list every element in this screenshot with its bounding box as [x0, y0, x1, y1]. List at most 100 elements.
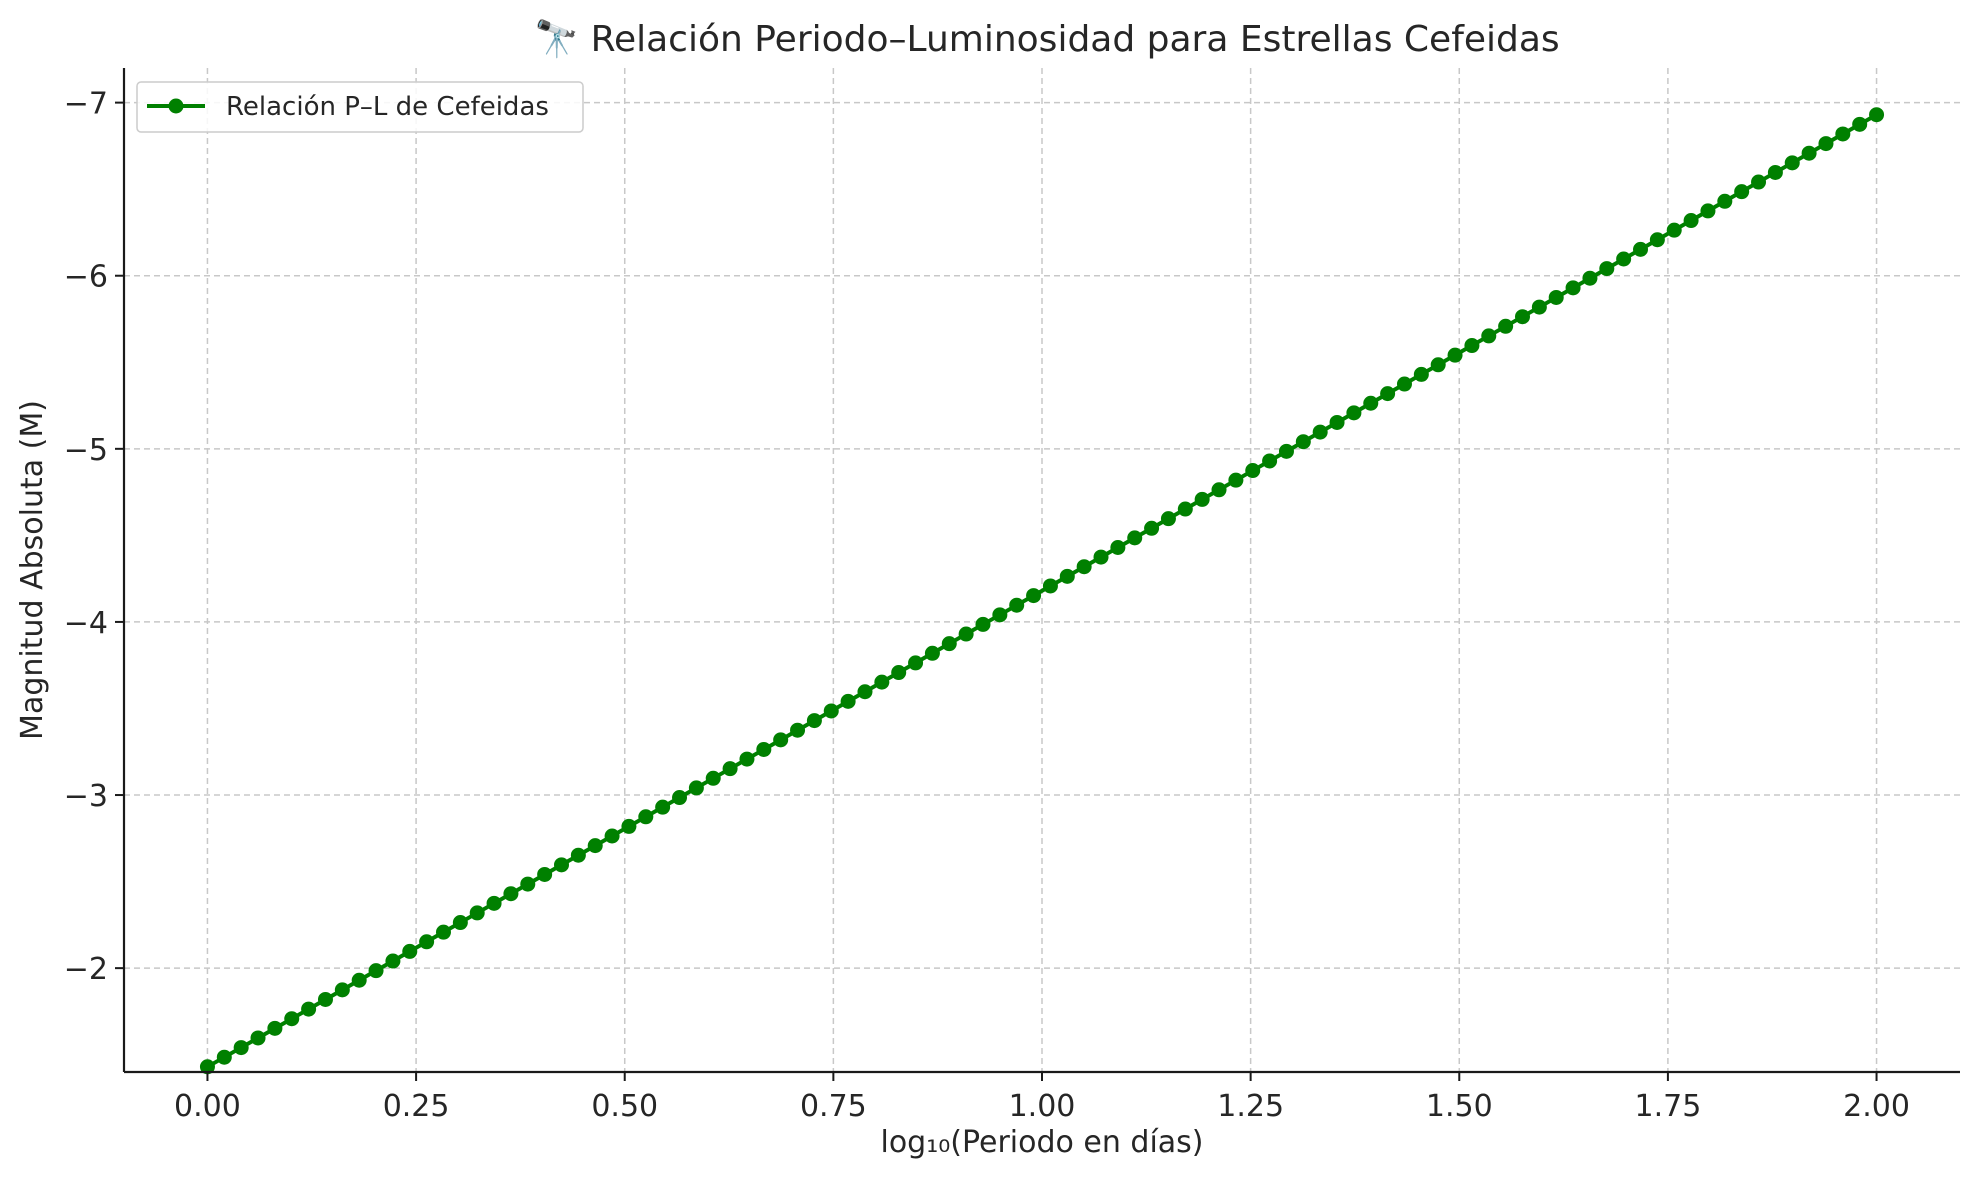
data-point	[739, 751, 755, 767]
data-point	[402, 943, 418, 959]
data-point	[790, 722, 806, 738]
data-point	[1059, 568, 1075, 584]
data-point	[975, 616, 991, 632]
y-axis-title: Magnitud Absoluta (M)	[15, 400, 50, 740]
data-point	[806, 713, 822, 729]
y-tick-label: −4	[64, 606, 108, 641]
series-line	[206, 113, 1878, 1069]
data-point	[1514, 309, 1530, 325]
data-point	[520, 876, 536, 892]
data-point	[773, 732, 789, 748]
data-point	[1346, 405, 1362, 421]
data-point	[604, 828, 620, 844]
data-point	[452, 915, 468, 931]
data-point	[216, 1049, 232, 1065]
data-point	[469, 905, 485, 921]
data-point	[1177, 501, 1193, 517]
data-point	[1076, 559, 1092, 575]
data-point	[1245, 463, 1261, 479]
y-tick-label: −3	[64, 779, 108, 814]
data-point	[1312, 424, 1328, 440]
data-point	[1751, 174, 1767, 190]
data-point	[1666, 222, 1682, 238]
data-point	[1430, 357, 1446, 373]
data-point	[1649, 232, 1665, 248]
data-point	[1565, 280, 1581, 296]
data-point	[503, 886, 519, 902]
data-point	[233, 1040, 249, 1056]
data-point	[1616, 251, 1632, 267]
data-point	[587, 838, 603, 854]
axes	[115, 68, 1960, 1081]
data-point	[1009, 597, 1025, 613]
data-point	[1784, 155, 1800, 171]
data-point	[638, 809, 654, 825]
x-tick-label: 0.25	[383, 1089, 450, 1124]
data-point	[1582, 270, 1598, 286]
data-point	[1548, 289, 1564, 305]
data-point	[554, 857, 570, 873]
legend-marker-swatch	[168, 98, 184, 114]
tick-labels: 0.00 0.25 0.50 0.75 1.00 1.25 1.50 1.75 2.00 −2 −3…	[64, 87, 1910, 1124]
data-point	[317, 991, 333, 1007]
data-point	[385, 953, 401, 969]
data-point	[1110, 539, 1126, 555]
x-tick-label: 0.75	[800, 1089, 867, 1124]
y-tick-label: −6	[64, 260, 108, 295]
data-point	[705, 770, 721, 786]
data-point	[1026, 588, 1042, 604]
data-point	[1734, 184, 1750, 200]
legend-label: Relación P–L de Cefeidas	[226, 92, 549, 122]
data-point	[722, 761, 738, 777]
chart-title: 🔭 Relación Periodo–Luminosidad para Estr…	[534, 18, 1559, 60]
data-point	[1042, 578, 1058, 594]
data-point	[823, 703, 839, 719]
x-tick-label: 1.00	[1009, 1089, 1076, 1124]
data-point	[1599, 261, 1615, 277]
data-point	[1363, 395, 1379, 411]
legend: Relación P–L de Cefeidas	[136, 81, 584, 133]
data-point	[537, 866, 553, 882]
data-point	[250, 1030, 266, 1046]
data-point	[199, 1059, 215, 1075]
data-point	[284, 1011, 300, 1027]
data-point	[1447, 347, 1463, 363]
data-point	[1380, 386, 1396, 402]
data-point	[1801, 145, 1817, 161]
data-point	[672, 790, 688, 806]
data-point	[1717, 193, 1733, 209]
data-point	[908, 655, 924, 671]
data-point	[1498, 318, 1514, 334]
data-point	[621, 818, 637, 834]
grid	[124, 68, 1960, 1072]
x-tick-label: 1.75	[1635, 1089, 1702, 1124]
data-point	[688, 780, 704, 796]
data-point	[1396, 376, 1412, 392]
x-tick-label: 0.50	[591, 1089, 658, 1124]
data-point	[1413, 366, 1429, 382]
data-point	[1683, 213, 1699, 229]
data-point	[958, 626, 974, 642]
data-point	[1818, 136, 1834, 152]
data-point	[419, 934, 435, 950]
data-point	[840, 693, 856, 709]
x-tick-label: 0.00	[174, 1089, 241, 1124]
y-tick-label: −7	[64, 87, 108, 122]
data-point	[570, 847, 586, 863]
data-point	[992, 607, 1008, 623]
data-point	[1633, 241, 1649, 257]
data-point	[941, 636, 957, 652]
data-point	[267, 1020, 283, 1036]
data-point	[1295, 434, 1311, 450]
data-point	[1767, 164, 1783, 180]
data-point	[301, 1001, 317, 1017]
data-point	[874, 674, 890, 690]
x-axis-title: log₁₀(Periodo en días)	[880, 1125, 1203, 1160]
data-point	[756, 741, 772, 757]
data-point	[1278, 443, 1294, 459]
data-point	[1144, 520, 1160, 536]
x-tick-label: 1.25	[1217, 1089, 1284, 1124]
